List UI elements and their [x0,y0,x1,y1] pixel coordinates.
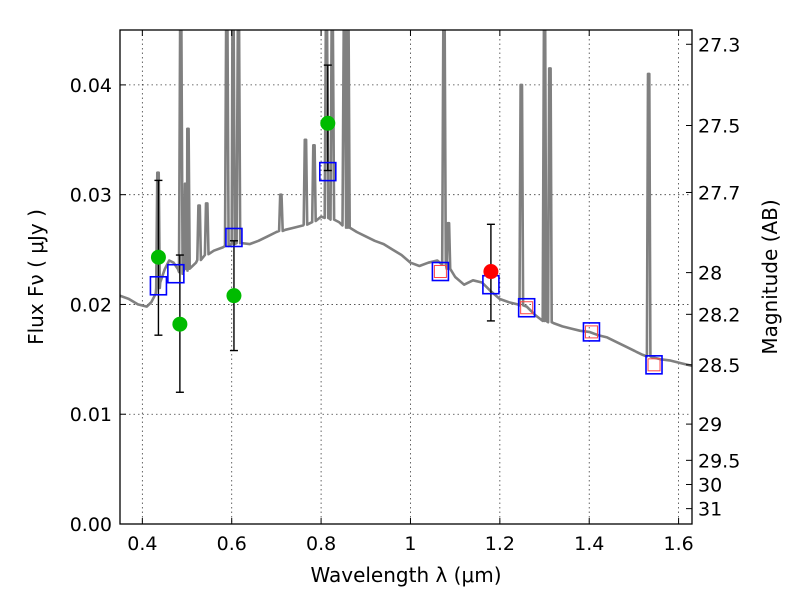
y-axis-label-right: Magnitude (AB) [758,199,782,354]
right-tick-label: 29.5 [698,450,740,472]
right-tick-label: 29 [698,414,722,436]
right-tick-label: 30 [698,474,722,496]
plot-content [120,30,692,393]
green-data-point [320,115,336,131]
right-tick-label: 27.3 [698,34,740,56]
ticks: 0.4 0.6 0.8 1 1.2 1.4 1.6 0.00 0.01 0.02 0.03 0.04 2… [70,30,740,555]
blue-square-marker [167,263,185,284]
blue-square-marker [225,227,243,248]
y-tick-label: 0.02 [70,294,112,316]
y-tick-label: 0.01 [70,404,112,426]
red-square-marker [433,265,447,279]
blue-square-marker [582,322,601,342]
green-data-point [226,288,242,304]
right-tick-label: 27.7 [698,182,740,204]
y-tick-label: 0.04 [70,75,112,97]
y-tick-label: 0.00 [70,514,112,536]
x-tick-label: 1 [404,533,416,555]
green-data-point [150,249,166,265]
blue-square-marker [517,297,536,318]
right-tick-label: 31 [698,499,722,521]
y-axis-label: Flux Fν ( μJy ) [24,209,48,345]
red-data-point [483,264,499,280]
right-tick-label: 28.2 [698,304,740,326]
blue-square-marker [645,355,663,375]
x-tick-label: 0.8 [306,533,336,555]
grid [120,30,692,525]
sed-line [120,30,692,368]
plot-area [120,30,692,393]
x-tick-label: 1.2 [485,533,515,555]
plot-frame [119,29,693,525]
x-axis-label: Wavelength λ (μm) [310,563,501,587]
y-tick-label: 0.03 [70,185,112,207]
blue-square-marker [318,161,337,182]
blue-square-marker [431,261,450,282]
x-tick-label: 1.6 [663,533,693,555]
right-tick-label: 27.5 [698,116,740,138]
green-data-point [172,316,188,332]
right-tick-label: 28.5 [698,355,740,377]
red-square-marker [584,325,598,339]
red-square-marker [520,301,534,315]
x-tick-label: 0.6 [217,533,247,555]
red-square-marker [647,358,661,372]
right-tick-label: 28 [698,263,722,285]
blue-square-marker [149,275,168,296]
x-tick-label: 0.4 [127,533,157,555]
x-tick-label: 1.4 [574,533,604,555]
